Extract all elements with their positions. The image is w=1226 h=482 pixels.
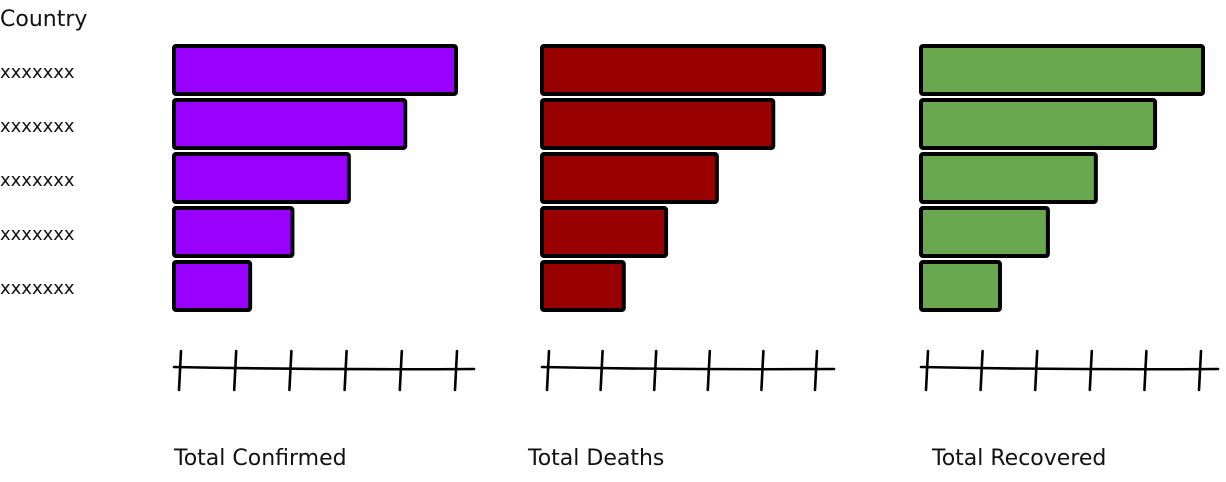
axis-tick: [1197, 349, 1203, 392]
bar: [172, 260, 253, 312]
axis-tick: [706, 349, 712, 392]
bars: [540, 44, 826, 312]
bar: [919, 44, 1205, 96]
axis-tick: [288, 349, 293, 392]
axis-line: [172, 365, 476, 371]
category-label: xxxxxxx: [0, 170, 75, 191]
axis-tick: [1033, 349, 1039, 392]
x-axis: [919, 349, 1220, 392]
axis-tick: [979, 349, 984, 392]
panel-title: Total Recovered: [931, 446, 1106, 471]
x-axis: [172, 349, 476, 392]
axis-tick: [652, 349, 658, 392]
bars: [172, 44, 458, 312]
axis-tick: [232, 349, 238, 392]
axis-tick: [813, 349, 819, 392]
category-header: Country: [0, 7, 87, 32]
category-label: xxxxxxx: [0, 224, 75, 245]
axis-tick: [760, 349, 765, 392]
axis-tick: [599, 349, 604, 392]
bar: [919, 152, 1098, 204]
bar: [172, 44, 458, 96]
bar: [540, 44, 826, 96]
axis-tick: [545, 349, 551, 392]
panel-total-recovered: Total Recovered: [919, 44, 1220, 471]
axis-tick: [177, 349, 183, 392]
panel-title: Total Deaths: [527, 446, 664, 471]
axis-tick: [453, 349, 459, 392]
bars: [919, 44, 1205, 312]
bar: [919, 98, 1158, 150]
axis-tick: [1088, 349, 1094, 392]
bar: [540, 152, 719, 204]
bar: [540, 260, 626, 312]
axis-tick: [398, 349, 404, 392]
category-labels: xxxxxxx xxxxxxx xxxxxxx xxxxxxx xxxxxxx: [0, 62, 75, 299]
bar: [540, 98, 776, 150]
category-label: xxxxxxx: [0, 62, 75, 83]
bar: [919, 206, 1050, 258]
axis-tick: [1143, 349, 1148, 392]
axis-tick: [924, 349, 930, 392]
axis-tick: [343, 349, 348, 392]
panel-total-deaths: Total Deaths: [527, 44, 836, 471]
bar: [540, 206, 669, 258]
panel-title: Total Confirmed: [173, 446, 347, 471]
bar: [172, 206, 295, 258]
axis-line: [540, 365, 836, 371]
bar: [172, 98, 408, 150]
x-axis: [540, 349, 836, 392]
bar: [172, 152, 351, 204]
bar: [919, 260, 1002, 312]
category-label: xxxxxxx: [0, 116, 75, 137]
category-label: xxxxxxx: [0, 278, 75, 299]
panel-total-confirmed: Total Confirmed: [172, 44, 476, 471]
axis-line: [919, 365, 1220, 371]
